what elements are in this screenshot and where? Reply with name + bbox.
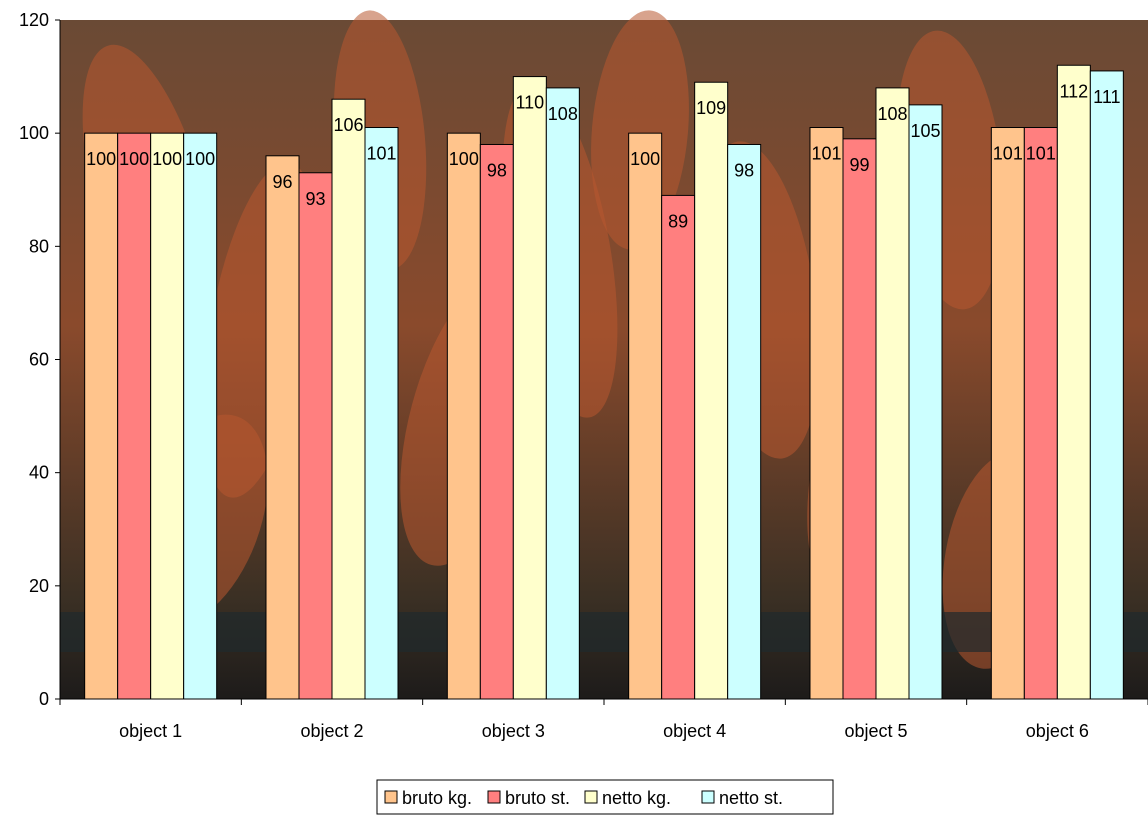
data-label: 96	[272, 172, 292, 192]
data-label: 100	[152, 149, 182, 169]
legend-label: netto kg.	[602, 788, 671, 808]
y-tick-label: 40	[29, 463, 49, 483]
data-label: 110	[515, 93, 544, 113]
legend-label: netto st.	[719, 788, 783, 808]
data-label: 99	[849, 155, 869, 175]
legend-box	[376, 779, 834, 815]
bar	[183, 132, 218, 700]
axes: 0 20 40 60 80 100 120 object 1 object 2 object 3 o…	[19, 10, 1148, 741]
bar	[150, 132, 185, 700]
x-tick-label: object 6	[1026, 721, 1089, 741]
bar	[990, 127, 1025, 700]
y-tick-label: 20	[29, 576, 49, 596]
legend: bruto kg. bruto st. netto kg. netto st.	[376, 779, 834, 815]
data-label: 101	[811, 144, 841, 164]
data-label: 108	[877, 104, 907, 124]
data-label: 101	[366, 144, 396, 164]
data-label: 100	[449, 149, 479, 169]
bar	[727, 143, 762, 700]
data-label: 109	[696, 98, 726, 118]
data-label: 101	[1026, 144, 1056, 164]
data-label: 108	[548, 104, 578, 124]
bar	[908, 104, 943, 700]
data-label: 105	[910, 121, 940, 141]
legend-swatch	[701, 790, 715, 804]
bars	[84, 64, 1124, 700]
legend-swatch	[584, 790, 598, 804]
bar	[446, 132, 481, 700]
bar	[1056, 64, 1091, 700]
data-label: 98	[734, 160, 754, 180]
x-tick-label: object 1	[119, 721, 182, 741]
y-tick-label: 120	[19, 10, 49, 30]
bar	[512, 76, 547, 700]
data-label: 93	[305, 189, 325, 209]
data-label: 106	[333, 115, 363, 135]
data-label: 98	[487, 160, 507, 180]
data-label: 100	[630, 149, 660, 169]
data-label: 111	[1093, 87, 1120, 107]
bar	[875, 87, 910, 700]
y-tick-label: 100	[19, 123, 49, 143]
data-label: 89	[668, 211, 688, 231]
bar	[1023, 127, 1058, 700]
bar	[479, 143, 514, 700]
bar	[265, 155, 300, 700]
data-label: 100	[185, 149, 215, 169]
bar	[331, 98, 366, 700]
y-tick-label: 80	[29, 236, 49, 256]
legend-label: bruto kg.	[402, 788, 472, 808]
data-label: 101	[993, 144, 1023, 164]
bar	[84, 132, 119, 700]
bar	[842, 138, 877, 700]
legend-swatch	[384, 790, 398, 804]
bar	[364, 127, 399, 700]
bar	[298, 172, 333, 700]
bar	[117, 132, 152, 700]
bar	[661, 194, 696, 700]
x-tick-label: object 5	[844, 721, 907, 741]
data-label: 112	[1059, 81, 1088, 101]
data-label: 100	[119, 149, 149, 169]
x-tick-label: object 4	[663, 721, 726, 741]
bar	[694, 81, 729, 700]
bar	[1089, 70, 1124, 700]
legend-label: bruto st.	[505, 788, 570, 808]
x-tick-label: object 3	[482, 721, 545, 741]
y-tick-label: 60	[29, 350, 49, 370]
x-tick-label: object 2	[300, 721, 363, 741]
y-tick-label: 0	[39, 689, 49, 709]
legend-swatch	[487, 790, 501, 804]
bar	[628, 132, 663, 700]
plot-background	[60, 10, 1148, 699]
data-label: 100	[86, 149, 116, 169]
bar	[809, 127, 844, 700]
bar	[545, 87, 580, 700]
